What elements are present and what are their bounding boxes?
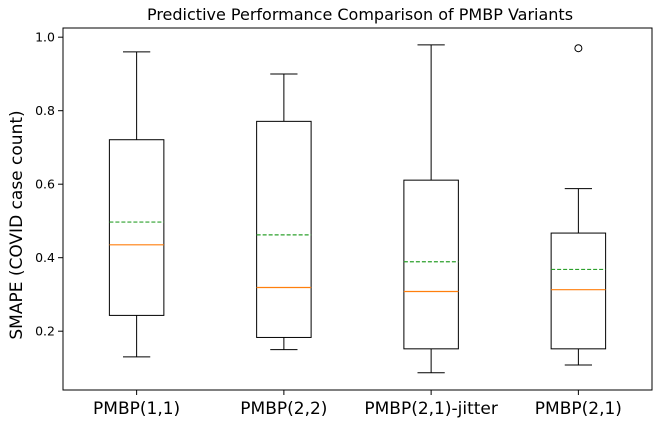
- y-tick-label: 0.6: [35, 177, 55, 192]
- y-tick-label: 1.0: [35, 30, 55, 45]
- box-iqr: [108, 139, 165, 316]
- box-iqr: [256, 120, 312, 338]
- y-axis-label: SMAPE (COVID case count): [7, 110, 27, 339]
- chart-title: Predictive Performance Comparison of PMB…: [147, 5, 573, 24]
- x-tick-label: PMBP(1,1): [93, 399, 180, 419]
- plot-frame: [62, 27, 653, 391]
- y-tick-label: 0.8: [35, 103, 55, 118]
- x-tick-label: PMBP(2,1): [535, 399, 622, 419]
- x-tick-label: PMBP(2,1)-jitter: [364, 399, 498, 419]
- x-tick-label: PMBP(2,2): [240, 399, 327, 419]
- y-tick-label: 0.2: [35, 324, 55, 339]
- plot-area: 0.2 0.4 0.6 0.8 1.0 PMBP(1,1) PMBP(2,2) PMBP(2,…: [35, 27, 653, 419]
- y-tick-label: 0.4: [35, 250, 55, 265]
- outlier-point: [574, 44, 583, 53]
- box-iqr: [403, 179, 459, 350]
- box-iqr: [550, 232, 607, 350]
